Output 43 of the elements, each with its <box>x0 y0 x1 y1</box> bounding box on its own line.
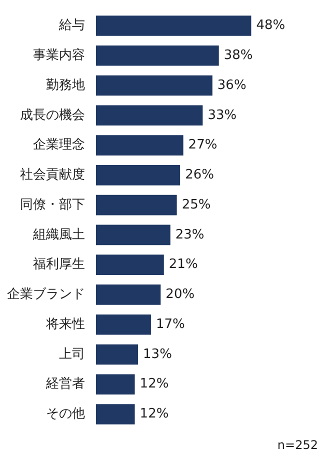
bar <box>96 165 180 186</box>
data-label: 17% <box>156 316 185 332</box>
bar <box>96 344 138 365</box>
bar <box>96 254 164 275</box>
data-label: 21% <box>168 257 198 272</box>
y-tick-label: 給与 <box>58 18 85 34</box>
data-label: 48% <box>256 18 286 34</box>
data-label: 36% <box>217 78 246 93</box>
y-tick-label: 企業ブランド <box>7 287 85 302</box>
data-label: 23% <box>175 227 204 242</box>
y-tick-label: その他 <box>46 406 85 422</box>
data-label: 13% <box>143 346 172 362</box>
data-label: 26% <box>185 168 214 183</box>
bar <box>96 105 203 126</box>
y-tick-label: 組織風土 <box>32 227 85 242</box>
bar <box>96 194 177 216</box>
y-tick-label: 勤務地 <box>46 78 85 93</box>
bar <box>96 314 151 335</box>
bar <box>96 224 170 246</box>
data-label: 27% <box>188 138 218 153</box>
bar <box>96 75 212 96</box>
bar <box>96 135 184 156</box>
y-tick-label: 上司 <box>59 346 85 362</box>
data-label: 20% <box>166 287 195 302</box>
data-label: 12% <box>140 406 169 422</box>
bar <box>96 45 219 66</box>
y-tick-label: 福利厚生 <box>33 257 85 272</box>
y-tick-label: 社会貢献度 <box>20 166 85 183</box>
bar <box>96 374 135 395</box>
y-tick-label: 将来性 <box>45 316 85 332</box>
data-label: 33% <box>208 108 237 123</box>
text: n=252 <box>277 438 318 452</box>
data-label: 12% <box>140 376 169 392</box>
bar <box>96 16 252 36</box>
y-tick-label: 企業理念 <box>33 138 85 153</box>
data-label: 38% <box>224 48 253 64</box>
bar <box>96 404 135 424</box>
y-tick-label: 成長の機会 <box>20 108 85 123</box>
y-tick-label: 事業内容 <box>33 47 85 64</box>
y-tick-label: 同僚・部下 <box>20 197 85 212</box>
bar <box>96 284 161 305</box>
data-label: 25% <box>182 197 211 212</box>
y-tick-label: 経営者 <box>45 376 85 392</box>
